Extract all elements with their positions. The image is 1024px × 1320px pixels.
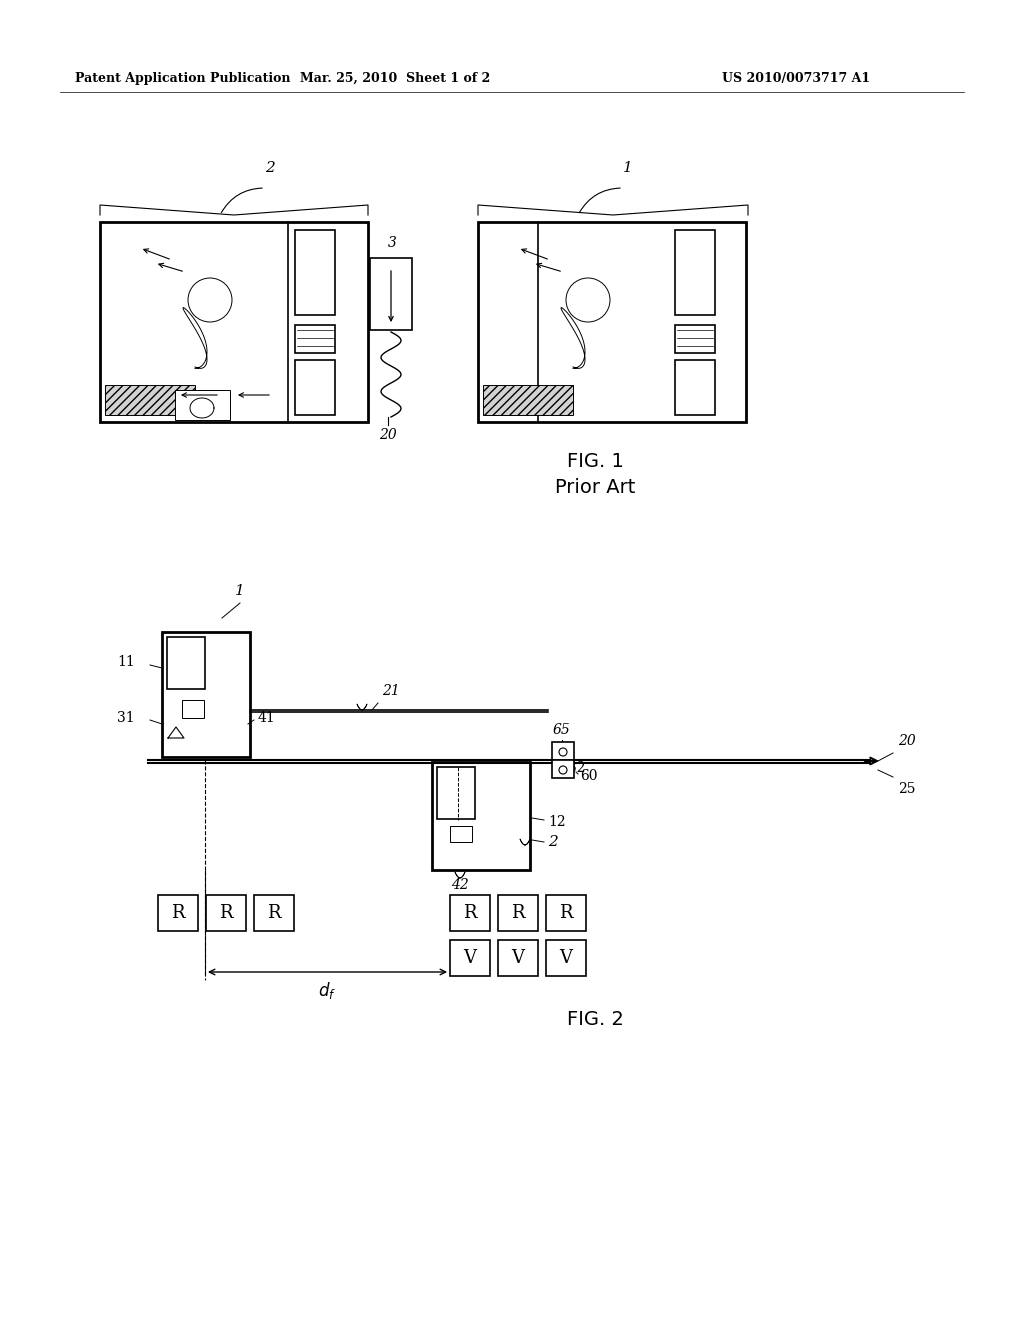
Text: R: R [219,904,232,921]
Text: R: R [511,904,524,921]
Text: FIG. 2: FIG. 2 [566,1010,624,1030]
Text: 1: 1 [624,161,633,176]
Text: 21: 21 [382,684,399,698]
Text: V: V [559,949,572,968]
Text: 60: 60 [580,770,597,783]
Text: 25: 25 [898,781,915,796]
Bar [478,222,746,422]
Text: 41: 41 [258,711,275,725]
Bar [450,940,490,975]
Text: R: R [171,904,184,921]
Bar [450,826,472,842]
Bar [546,940,586,975]
Bar [675,325,715,352]
Bar [450,895,490,931]
Bar [498,940,538,975]
Bar [254,895,294,931]
Text: 1: 1 [234,583,245,598]
Bar [498,895,538,931]
Text: 20: 20 [379,428,397,442]
Bar [105,385,195,414]
Bar [546,895,586,931]
Bar [675,360,715,414]
Text: 12: 12 [548,814,565,829]
Bar [182,700,204,718]
Text: Mar. 25, 2010  Sheet 1 of 2: Mar. 25, 2010 Sheet 1 of 2 [300,73,490,84]
Text: R: R [559,904,572,921]
Bar [162,632,250,756]
Bar [552,760,574,777]
Text: 20: 20 [898,734,915,748]
Bar [552,742,574,760]
Text: 2: 2 [265,161,274,176]
Bar [167,638,205,689]
Text: Patent Application Publication: Patent Application Publication [75,73,291,84]
Text: V: V [512,949,524,968]
Text: 11: 11 [118,655,135,669]
Bar [295,230,335,315]
Bar [437,767,475,818]
Text: FIG. 1: FIG. 1 [566,451,624,471]
Text: R: R [463,904,477,921]
Text: 32: 32 [568,762,586,775]
Text: 42: 42 [452,878,469,892]
Bar [675,230,715,315]
Text: $d_f$: $d_f$ [317,979,336,1001]
Bar [100,222,368,422]
Bar [483,385,573,414]
Text: 3: 3 [388,236,397,249]
Bar [175,389,230,420]
Bar [158,895,198,931]
Bar [295,325,335,352]
Text: 65: 65 [553,723,570,737]
Text: 31: 31 [118,711,135,725]
Bar [432,762,530,870]
Text: V: V [464,949,476,968]
Bar [206,895,246,931]
Bar [370,257,412,330]
Text: Prior Art: Prior Art [555,478,635,498]
Bar [295,360,335,414]
Text: US 2010/0073717 A1: US 2010/0073717 A1 [722,73,870,84]
Text: R: R [267,904,281,921]
Text: 2: 2 [548,836,558,849]
